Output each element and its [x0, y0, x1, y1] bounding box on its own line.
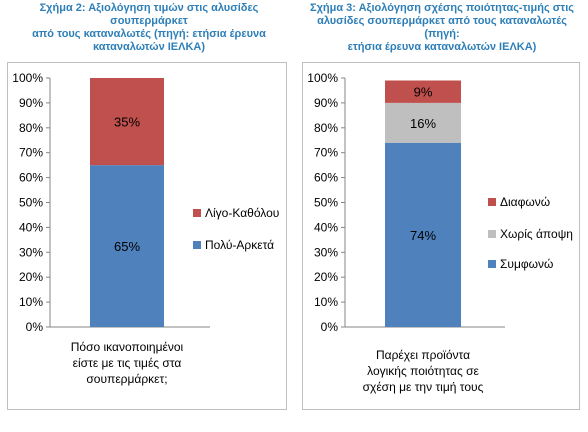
y-tick-label: 10% — [314, 295, 338, 309]
data-label: 16% — [410, 116, 436, 131]
bar-segment — [90, 165, 164, 327]
y-tick-label: 80% — [19, 121, 43, 135]
bar-segment — [385, 80, 461, 103]
data-label: 35% — [114, 115, 140, 130]
x-category-label: λογικής ποιότητας σε — [367, 364, 479, 378]
x-category-label: Πόσο ικανοποιημένοι — [71, 340, 184, 354]
y-tick-label: 30% — [19, 245, 43, 259]
figure-3-title-line: αλυσίδες σουπερμάρκετ από τους καταναλωτ… — [317, 15, 567, 40]
legend-label: Χωρίς άποψη — [500, 227, 573, 241]
legend-swatch — [488, 198, 496, 206]
x-category-label: σουπερμάρκετ; — [86, 372, 167, 386]
legend-swatch — [488, 230, 496, 238]
y-tick-label: 20% — [19, 270, 43, 284]
legend-label: Συμφωνώ — [500, 257, 553, 271]
figure-2-chart-panel: 0% 10% 20% 30% 40% 50% 60% 70% 80% 90% 100% 65% 35% Π… — [7, 62, 287, 410]
y-tick-label: 90% — [314, 96, 338, 110]
x-category-label: σχέση με την τιμή τους — [363, 380, 484, 394]
y-tick-label: 0% — [321, 320, 339, 334]
y-tick-label: 90% — [19, 96, 43, 110]
legend-swatch — [488, 260, 496, 268]
y-tick-label: 10% — [19, 295, 43, 309]
y-tick-label: 40% — [19, 220, 43, 234]
figure-2-chart: 0% 10% 20% 30% 40% 50% 60% 70% 80% 90% 100% 65% 35% Π… — [12, 71, 279, 386]
figure-2-title: Σχήμα 2: Αξιολόγηση τιμών στις αλυσίδες … — [4, 2, 294, 54]
figure-2-title-line: από τους καταναλωτές (πηγή: ετήσια έρευν… — [32, 28, 266, 40]
figure-2-title-line: καταναλωτών ΙΕΛΚΑ) — [92, 41, 206, 53]
figure-3-title-line: Σχήμα 3: Αξιολόγηση σχέσης ποιότητας-τιμ… — [309, 2, 574, 14]
bar-segment — [385, 142, 461, 327]
figure-3-chart-panel: 0% 10% 20% 30% 40% 50% 60% 70% 80% 90% 100% 74% 16% 9… — [302, 62, 580, 410]
y-tick-label: 20% — [314, 270, 338, 284]
data-label: 65% — [114, 239, 140, 254]
bar-segment — [90, 78, 164, 166]
y-tick-label: 0% — [26, 320, 44, 334]
y-tick-label: 30% — [314, 245, 338, 259]
bar-segment — [385, 102, 461, 143]
x-category-label: Παρέχει προϊόντα — [376, 348, 470, 362]
y-tick-label: 60% — [19, 171, 43, 185]
y-tick-label: 50% — [314, 196, 338, 210]
y-tick-label: 100% — [12, 71, 43, 85]
legend-swatch — [193, 241, 201, 249]
figure-3-title-line: ετήσια έρευνα καταναλωτών ΙΕΛΚΑ) — [347, 41, 537, 53]
figure-2-title-line: Σχήμα 2: Αξιολόγηση τιμών στις αλυσίδες … — [39, 2, 259, 27]
legend-swatch — [193, 209, 201, 217]
y-tick-label: 70% — [314, 146, 338, 160]
y-tick-label: 60% — [314, 171, 338, 185]
legend-label: Πολύ-Αρκετά — [205, 238, 274, 252]
legend-label: Διαφωνώ — [500, 195, 550, 209]
x-category-label: είστε με τις τιμές στα — [73, 356, 182, 370]
y-tick-label: 50% — [19, 196, 43, 210]
figure-3-title: Σχήμα 3: Αξιολόγηση σχέσης ποιότητας-τιμ… — [300, 2, 584, 54]
y-tick-label: 40% — [314, 220, 338, 234]
data-label: 9% — [414, 85, 433, 100]
legend-label: Λίγο-Καθόλου — [205, 206, 279, 220]
y-tick-label: 80% — [314, 121, 338, 135]
y-tick-label: 100% — [307, 71, 338, 85]
figure-3-chart: 0% 10% 20% 30% 40% 50% 60% 70% 80% 90% 100% 74% 16% 9… — [307, 71, 573, 394]
data-label: 74% — [410, 228, 436, 243]
y-tick-label: 70% — [19, 146, 43, 160]
